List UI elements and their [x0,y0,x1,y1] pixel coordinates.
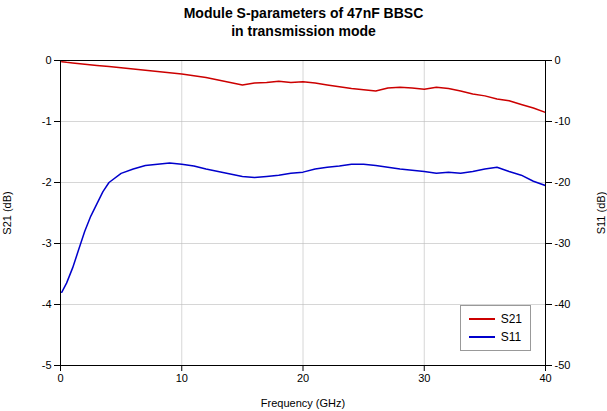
svg-text:30: 30 [418,372,430,384]
svg-text:0: 0 [45,54,51,66]
html-text:in transmission mode: in transmission mode [231,23,376,39]
svg-text:Frequency (GHz): Frequency (GHz) [261,397,345,409]
svg-text:0: 0 [555,54,561,66]
svg-text:-20: -20 [555,176,571,188]
svg-text:-1: -1 [42,115,52,127]
html-text:Module S-parameters of 47nF BB: Module S-parameters of 47nF BBSC [183,5,424,21]
html-text:S11: S11 [500,330,522,344]
svg-text:-50: -50 [555,359,571,371]
svg-text:-40: -40 [555,298,571,310]
svg-text:S11 (dB): S11 (dB) [595,192,607,235]
html-text:S21: S21 [500,312,522,326]
svg-text:40: 40 [539,372,551,384]
svg-text:-2: -2 [42,176,52,188]
svg-text:20: 20 [297,372,309,384]
svg-text:0: 0 [57,372,63,384]
svg-text:-3: -3 [42,237,52,249]
svg-text:-4: -4 [42,298,52,310]
svg-text:-5: -5 [42,359,52,371]
svg-text:S21 (dB): S21 (dB) [1,191,13,234]
svg-text:-30: -30 [555,237,571,249]
svg-text:-10: -10 [555,115,571,127]
svg-text:10: 10 [176,372,188,384]
